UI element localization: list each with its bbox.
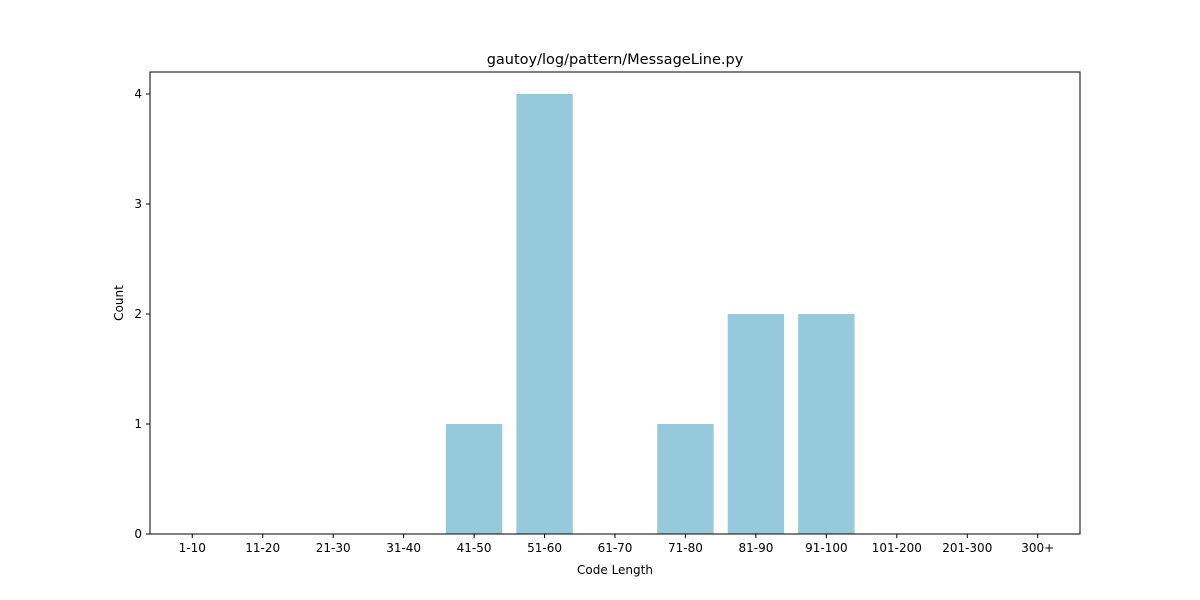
bar-91-100 — [798, 314, 855, 534]
x-tick-label: 21-30 — [316, 541, 351, 555]
x-tick-label: 41-50 — [457, 541, 492, 555]
x-axis: 1-10 11-20 21-30 31-40 41-50 51-60 61-70 71-80 8… — [179, 534, 1054, 555]
x-tick-label: 1-10 — [179, 541, 206, 555]
x-tick-label: 11-20 — [245, 541, 280, 555]
chart-title: gautoy/log/pattern/MessageLine.py — [487, 52, 744, 68]
bar-51-60 — [516, 94, 573, 534]
bar-71-80 — [657, 424, 714, 534]
x-tick-label: 51-60 — [527, 541, 562, 555]
x-tick-label: 71-80 — [668, 541, 703, 555]
y-tick-label: 1 — [134, 417, 142, 431]
y-axis-label: Count — [112, 285, 126, 321]
plot-frame — [149, 71, 1081, 535]
bars-group — [445, 94, 855, 534]
y-tick-label: 4 — [134, 87, 142, 101]
y-tick-label: 3 — [134, 197, 142, 211]
y-tick-label: 2 — [134, 307, 142, 321]
y-axis: 0 1 2 3 4 — [134, 87, 150, 541]
x-axis-label: Code Length — [577, 563, 653, 577]
bar-41-50 — [445, 424, 503, 534]
x-tick-label: 81-90 — [738, 541, 773, 555]
x-tick-label: 300+ — [1021, 541, 1054, 555]
y-tick-label: 0 — [134, 527, 142, 541]
x-tick-label: 91-100 — [805, 541, 848, 555]
x-tick-label: 201-300 — [942, 541, 992, 555]
x-tick-label: 61-70 — [598, 541, 633, 555]
x-tick-label: 101-200 — [872, 541, 922, 555]
x-tick-label: 31-40 — [386, 541, 421, 555]
bar-81-90 — [727, 314, 785, 534]
